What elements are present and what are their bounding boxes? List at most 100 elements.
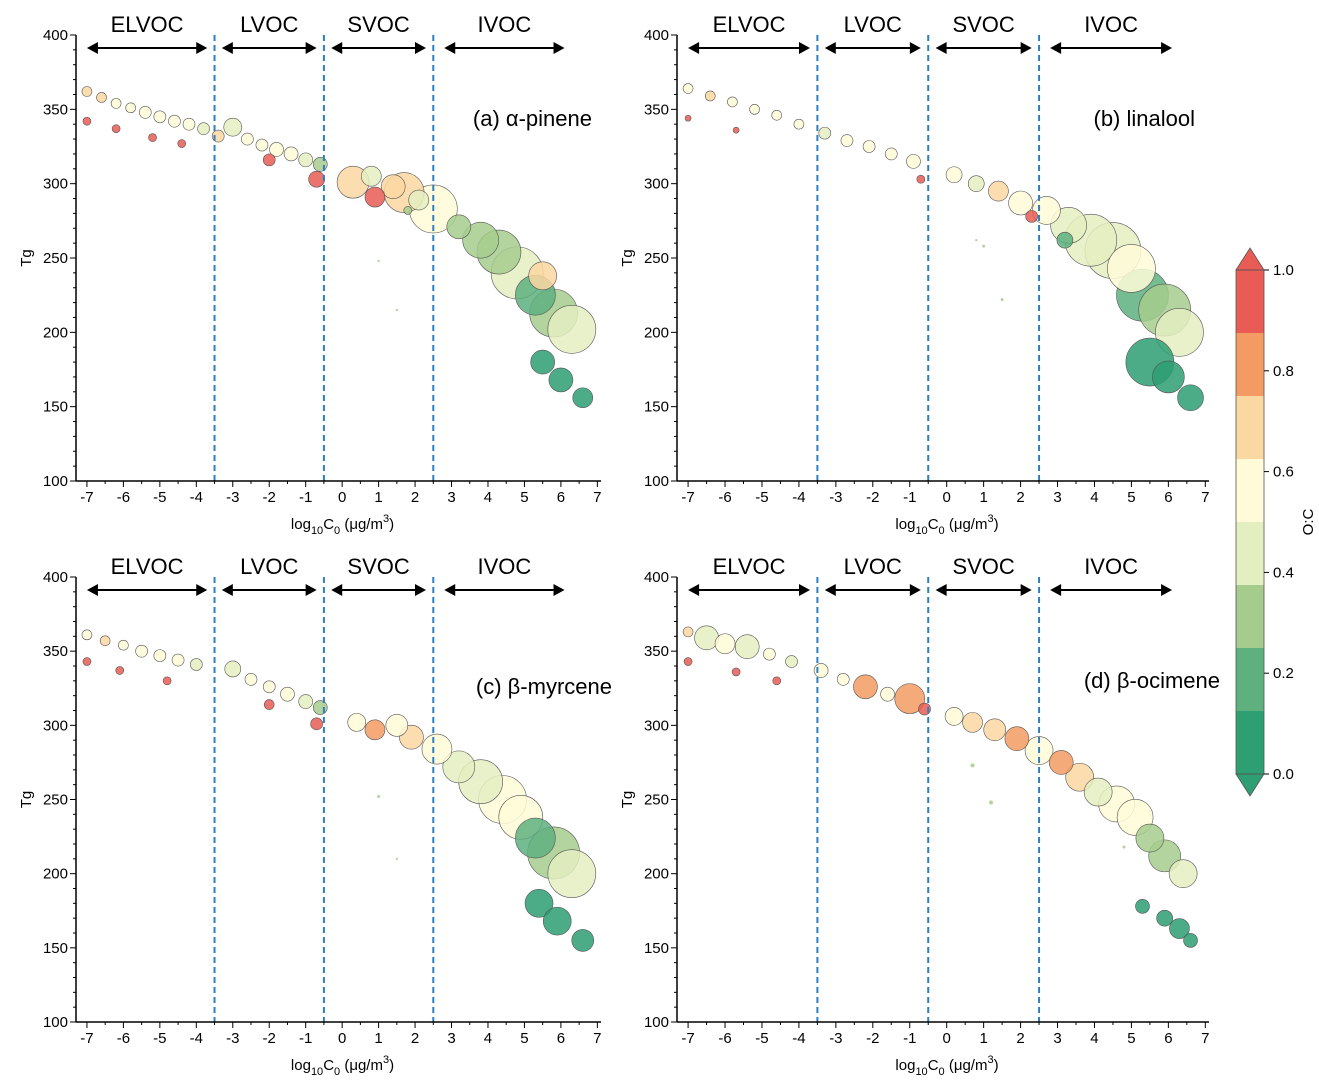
y-tick-label: 400 — [644, 569, 669, 586]
x-tick-label: 6 — [1164, 489, 1172, 506]
data-point — [732, 126, 740, 134]
y-tick-label: 100 — [43, 1014, 68, 1031]
x-tick-label: 7 — [593, 1030, 601, 1047]
data-point — [547, 849, 597, 898]
x-tick-label: -6 — [117, 1030, 130, 1047]
y-tick-label: 200 — [43, 324, 68, 341]
data-point — [763, 647, 776, 661]
data-point — [975, 238, 978, 242]
colorbar-tick-label: 0.0 — [1273, 766, 1294, 783]
colorbar-under-arrow — [1235, 773, 1265, 797]
data-point — [1156, 909, 1173, 927]
data-point — [162, 676, 172, 686]
x-tick-label: -3 — [226, 489, 239, 506]
data-point — [1169, 918, 1190, 939]
panel-label: (b) linalool — [1094, 106, 1196, 131]
x-tick-label: -2 — [263, 1030, 276, 1047]
data-point — [571, 929, 595, 952]
colorbar-band — [1236, 270, 1264, 333]
panel-label: (c) β-myrcene — [476, 674, 612, 699]
y-tick-label: 300 — [644, 176, 669, 193]
y-tick-label: 350 — [644, 643, 669, 660]
y-tick-label: 100 — [644, 473, 669, 490]
x-tick-label: 1 — [979, 489, 987, 506]
data-point — [1122, 845, 1126, 849]
data-point — [749, 104, 760, 115]
data-point — [153, 110, 167, 124]
data-point — [727, 96, 738, 108]
data-points — [81, 629, 597, 952]
data-point — [682, 626, 694, 638]
colorbar-tick-label: 0.2 — [1273, 665, 1294, 682]
data-point — [515, 817, 556, 859]
data-point — [988, 180, 1009, 202]
data-point — [542, 906, 572, 936]
data-point — [1152, 360, 1185, 394]
data-point — [168, 114, 181, 128]
x-tick-label: 6 — [1164, 1030, 1172, 1047]
data-point — [125, 102, 136, 114]
colorbar-band — [1236, 522, 1264, 585]
region-label: IVOC — [1084, 554, 1138, 579]
x-tick-label: -4 — [190, 489, 203, 506]
y-axis-title: Tg — [18, 249, 35, 267]
region-arrow — [688, 42, 810, 54]
region-arrow — [221, 584, 317, 596]
region-arrow — [444, 584, 565, 596]
data-point — [298, 152, 313, 168]
x-tick-label: 3 — [1053, 1030, 1061, 1047]
y-tick-label: 300 — [644, 717, 669, 734]
y-tick-label: 300 — [43, 176, 68, 193]
x-tick-label: 2 — [1016, 1030, 1024, 1047]
data-point — [82, 657, 92, 666]
data-point — [262, 680, 276, 694]
data-point — [135, 644, 148, 658]
data-point — [989, 800, 994, 805]
colorbar-over-arrow — [1235, 247, 1265, 271]
x-tick-label: 3 — [1053, 489, 1061, 506]
data-point — [840, 134, 854, 147]
y-tick-label: 150 — [644, 399, 669, 416]
data-point — [694, 625, 719, 651]
data-point — [364, 186, 386, 208]
region-arrow — [444, 42, 565, 54]
colorbar-tick-label: 0.8 — [1273, 363, 1294, 380]
x-tick-label: 7 — [1201, 1030, 1209, 1047]
data-point — [906, 154, 921, 169]
data-point — [970, 763, 975, 768]
x-tick-label: -5 — [755, 1030, 768, 1047]
chart-panel-4: 100 150 200 250 300 350 400 -7 -6 -5 -4 -3 -2 -1 0 1 2 3 4… — [619, 554, 1220, 1078]
data-point — [244, 673, 258, 686]
x-tick-label: -6 — [117, 489, 130, 506]
x-tick-label: 2 — [1016, 489, 1024, 506]
region-arrow — [86, 42, 208, 54]
data-point — [395, 308, 399, 312]
x-tick-label: -1 — [299, 489, 312, 506]
data-point — [884, 147, 898, 161]
colorbar-frame — [1235, 269, 1265, 775]
region-arrow — [824, 42, 921, 54]
x-tick-label: -7 — [80, 1030, 93, 1047]
data-point — [395, 857, 399, 861]
data-point — [967, 175, 985, 192]
x-tick-label: -6 — [718, 1030, 731, 1047]
x-tick-label: 5 — [1127, 1030, 1135, 1047]
data-point — [138, 106, 152, 119]
data-point — [148, 133, 157, 142]
region-arrow — [331, 584, 426, 596]
data-point — [813, 663, 829, 678]
data-point — [1048, 750, 1074, 775]
x-tick-label: -1 — [299, 1030, 312, 1047]
data-point — [731, 667, 741, 677]
data-point — [241, 132, 254, 146]
region-label: LVOC — [844, 554, 902, 579]
region-arrow — [1050, 42, 1173, 54]
data-point — [572, 387, 594, 409]
data-point — [364, 719, 386, 741]
data-point — [880, 686, 895, 702]
colorbar: 0.0 0.2 0.4 0.6 0.8 1.0 O:C — [1235, 247, 1317, 797]
x-axis-title: log10C0 (μg/m3) — [895, 1054, 998, 1078]
data-point — [377, 795, 381, 799]
data-point — [1000, 298, 1004, 302]
y-tick-label: 200 — [644, 866, 669, 883]
